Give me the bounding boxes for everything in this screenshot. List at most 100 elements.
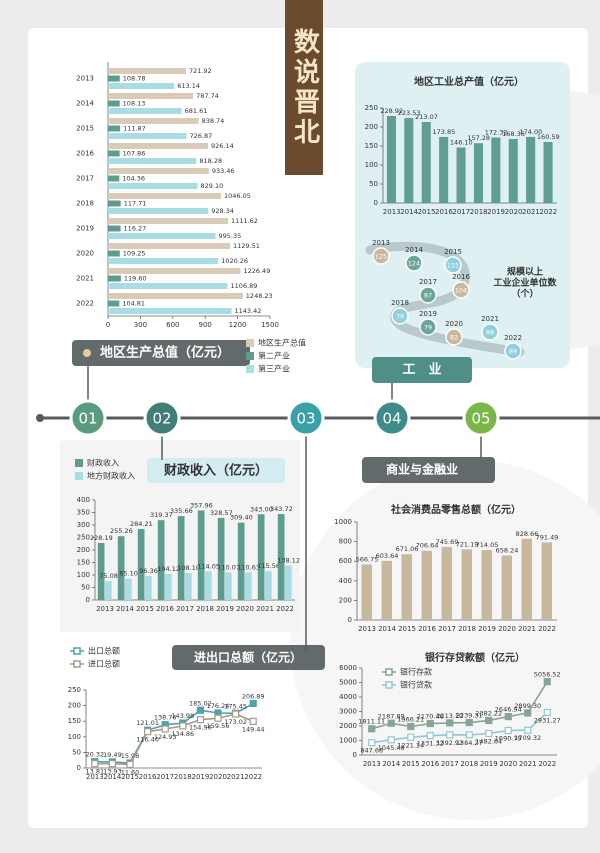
y-tick-label: 600: [339, 557, 352, 565]
point: [91, 760, 99, 768]
timeline-node: [373, 399, 411, 437]
value-label: 121.01: [136, 719, 159, 727]
section-box: [372, 357, 472, 383]
bubble: [445, 328, 463, 346]
bar: [125, 578, 132, 600]
bar: [177, 516, 185, 600]
value-label: 2239.31: [456, 712, 483, 720]
y-tick-label: 2018: [76, 200, 94, 208]
year-label: 2017: [419, 278, 437, 286]
bar: [108, 175, 120, 182]
x-tick-label: 2015: [418, 208, 436, 216]
line: [94, 702, 254, 764]
value-label: 926.14: [211, 142, 234, 150]
section-box: [172, 645, 325, 670]
value-label: 721.92: [189, 67, 212, 75]
x-tick-label: 2013: [363, 760, 381, 768]
bubble: [481, 323, 499, 341]
value-label: 1248.23: [246, 292, 273, 300]
x-tick-label: 2021: [227, 773, 245, 781]
y-tick-label: 0: [353, 751, 357, 759]
x-tick-label: 2022: [538, 760, 556, 768]
year-label: 2015: [444, 248, 462, 256]
bubble: [444, 256, 462, 274]
value-label: 175.45: [224, 702, 247, 710]
bar: [381, 560, 392, 620]
value-label: 671.06: [396, 545, 419, 553]
line: [371, 681, 548, 730]
point: [543, 708, 551, 717]
point: [196, 716, 204, 724]
x-tick-label: 1500: [261, 321, 279, 329]
chart-title: 社会消费品零售总额（亿元）: [390, 503, 521, 516]
bar: [501, 555, 512, 620]
bar: [421, 122, 431, 203]
bar: [108, 118, 199, 124]
value-label: 154.96: [189, 724, 212, 732]
y-tick-label: 2022: [76, 300, 94, 308]
x-tick-label: 2014: [116, 605, 134, 613]
x-tick-label: 2020: [505, 208, 523, 216]
value-label: 87: [424, 292, 432, 300]
y-tick-label: 150: [68, 717, 81, 725]
legend-label: 财政收入: [87, 458, 119, 468]
bar: [108, 193, 221, 199]
value-label: 143.98: [171, 712, 194, 720]
x-tick-label: 2014: [103, 773, 121, 781]
bubble-title: 工业企业单位数: [493, 277, 557, 289]
value-label: 82: [450, 334, 458, 342]
value-label: 847.68: [360, 747, 383, 755]
year-label: 2013: [372, 239, 390, 247]
bar: [108, 268, 241, 274]
bar: [245, 572, 252, 600]
x-tick-label: 2016: [156, 605, 174, 613]
y-tick-label: 2021: [76, 275, 94, 283]
point: [465, 731, 473, 739]
value-label: 1811.11: [358, 718, 385, 726]
bar: [237, 522, 245, 600]
value-label: 343.00: [250, 505, 273, 513]
value-label: 828.66: [516, 530, 539, 538]
x-tick-label: 2020: [498, 625, 516, 633]
legend-swatch: [75, 472, 83, 480]
timeline-label: 02: [152, 410, 171, 428]
bubble: [419, 318, 437, 336]
value-label: 933.46: [212, 167, 235, 175]
value-label: 168.36: [502, 130, 525, 138]
x-tick-label: 2018: [196, 605, 214, 613]
value-label: 791.49: [536, 533, 559, 541]
legend-label: 地方财政收入: [87, 471, 135, 481]
value-label: 116.46: [136, 736, 159, 744]
value-label: 75.08: [99, 572, 118, 580]
value-label: 223.53: [398, 109, 421, 117]
timeline-end: [36, 414, 44, 422]
value-label: 110.63: [237, 563, 260, 571]
y-tick-label: 200: [339, 596, 352, 604]
x-tick-label: 2017: [452, 208, 470, 216]
value-label: 566.75: [356, 555, 379, 563]
value-label: 213.07: [415, 113, 438, 121]
bar: [108, 83, 175, 89]
bar: [108, 158, 197, 164]
y-tick-label: 0: [348, 616, 352, 624]
value-label: 319.37: [150, 511, 173, 519]
bar: [421, 550, 432, 620]
bar: [108, 283, 228, 289]
bar: [473, 143, 483, 203]
value-label: 79: [396, 313, 404, 321]
bar: [521, 538, 532, 620]
value-label: 108.10: [177, 564, 200, 572]
bar: [108, 168, 209, 174]
x-tick-label: 2013: [96, 605, 114, 613]
bar: [108, 250, 120, 257]
point: [161, 725, 169, 733]
bar: [108, 143, 209, 149]
bar: [401, 554, 412, 620]
year-label: 2018: [391, 299, 409, 307]
value-label: 335.66: [170, 507, 193, 515]
section-title: 工 业: [402, 362, 441, 378]
y-tick-label: 100: [365, 161, 378, 169]
y-tick-label: 250: [77, 534, 90, 542]
value-label: 228.19: [90, 534, 113, 542]
year-label: 2020: [445, 320, 463, 328]
